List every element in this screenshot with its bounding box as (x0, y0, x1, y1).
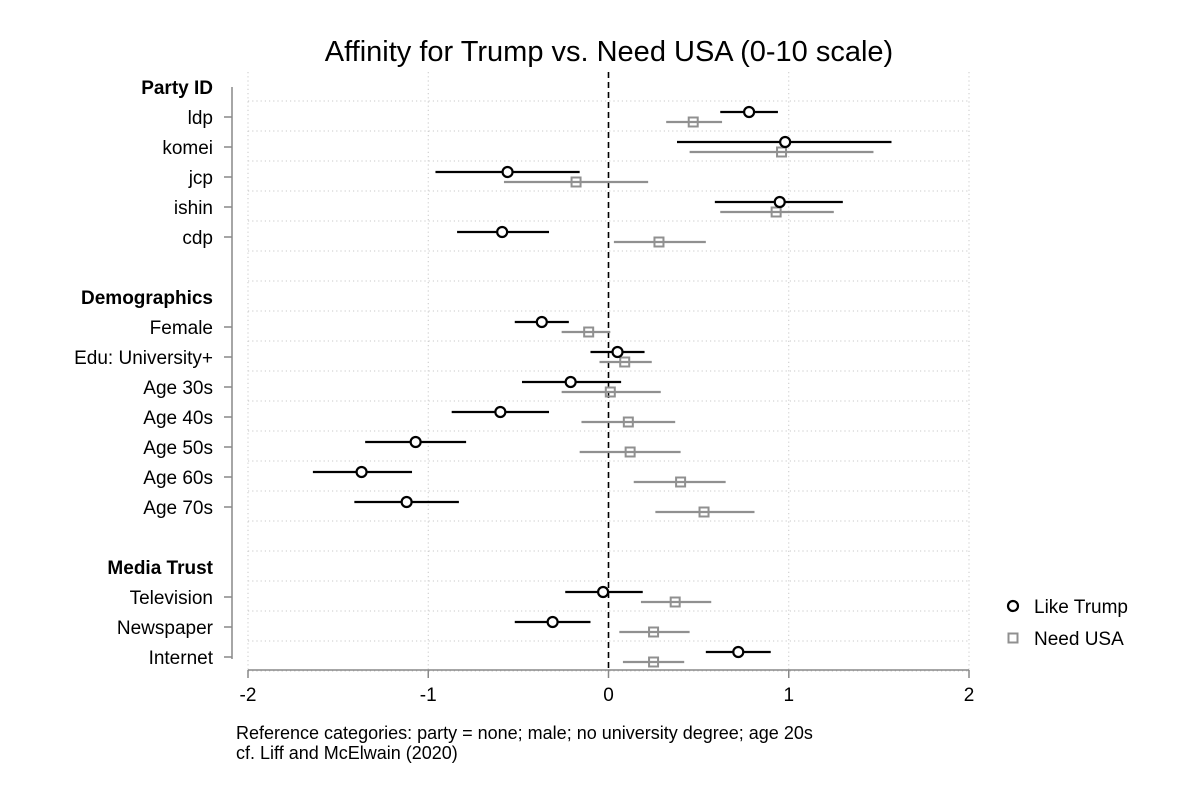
group-label: Demographics (81, 288, 213, 309)
row-label: Age 30s (143, 378, 213, 399)
row-label: Television (130, 588, 213, 609)
row-label: Age 70s (143, 498, 213, 519)
footnote: cf. Liff and McElwain (2020) (236, 743, 458, 763)
like-trump-point (773, 195, 786, 209)
row-label: Edu: University+ (74, 348, 213, 369)
need-usa-point (648, 626, 660, 638)
like-trump-point (355, 465, 368, 479)
x-tick-label: 2 (964, 685, 975, 706)
need-usa-point (653, 236, 665, 248)
need-usa-point (619, 356, 631, 368)
like-trump-point (494, 405, 507, 419)
like-trump-point (779, 135, 792, 149)
x-tick-label: 1 (783, 685, 794, 706)
group-label: Party ID (141, 78, 213, 99)
need-usa-point (669, 596, 681, 608)
need-usa-point (776, 146, 788, 158)
group-label: Media Trust (107, 558, 213, 579)
row-label: jcp (188, 168, 213, 189)
axes-layer: -2 -1 0 1 2 (224, 72, 974, 706)
like-trump-point (501, 165, 514, 179)
need-usa-point (675, 476, 687, 488)
legend-like-trump-label: Like Trump (1034, 597, 1128, 618)
like-trump-point (611, 345, 624, 359)
like-trump-point (564, 375, 577, 389)
like-trump-point (596, 585, 610, 599)
row-label: Newspaper (117, 618, 214, 639)
row-label: Female (150, 318, 213, 339)
like-trump-point (742, 105, 756, 119)
like-trump-point (546, 615, 559, 629)
row-label: ldp (188, 108, 213, 129)
row-label: ishin (174, 198, 213, 219)
grid-layer (247, 72, 970, 672)
need-usa-point (604, 386, 616, 398)
footnotes: Reference categories: party = none; male… (236, 723, 813, 763)
need-usa-point (698, 506, 710, 518)
row-labels: Party ID ldp komei jcp ishin cdp Demographics F… (74, 78, 214, 669)
need-usa-point (624, 446, 636, 458)
chart-title: Affinity for Trump vs. Need USA (0-10 sc… (325, 36, 893, 68)
footnote: Reference categories: party = none; male… (236, 723, 813, 743)
row-label: Age 60s (143, 468, 213, 489)
row-label: Age 40s (143, 408, 213, 429)
x-tick-label: -1 (420, 685, 437, 706)
need-usa-point (570, 176, 582, 188)
like-trump-point (409, 435, 422, 449)
need-usa-point (622, 416, 634, 428)
legend: Like Trump Need USA (1006, 597, 1128, 650)
like-trump-point (732, 645, 745, 659)
row-label: Age 50s (143, 438, 213, 459)
legend-need-usa-marker (1007, 632, 1019, 644)
need-usa-point (687, 116, 699, 128)
row-label: Internet (149, 648, 214, 669)
like-trump-point (496, 225, 509, 239)
need-usa-point (648, 656, 660, 668)
x-tick-label: -2 (240, 685, 257, 706)
row-label: komei (162, 138, 213, 159)
x-tick-label: 0 (603, 685, 614, 706)
legend-like-trump-marker (1006, 599, 1020, 613)
data-marks (312, 105, 892, 668)
like-trump-point (535, 315, 548, 329)
legend-need-usa-label: Need USA (1034, 629, 1124, 650)
like-trump-point (400, 495, 413, 509)
need-usa-point (583, 326, 595, 338)
row-label: cdp (182, 228, 213, 249)
need-usa-point (770, 206, 782, 218)
